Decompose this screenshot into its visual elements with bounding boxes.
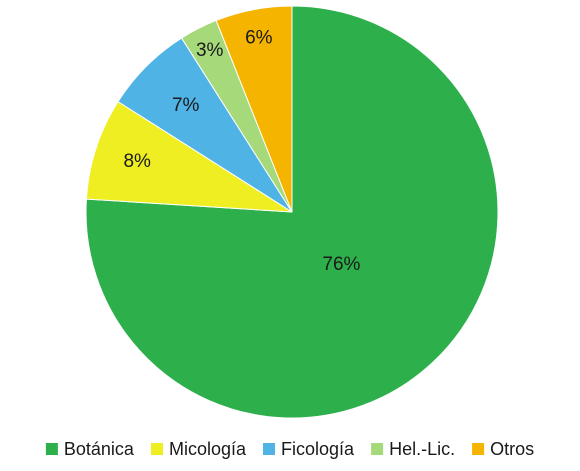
pie-slices xyxy=(85,5,499,419)
legend-swatch-2 xyxy=(151,443,163,455)
legend-label-5: Otros xyxy=(490,439,534,459)
pie-slice-1 xyxy=(85,5,499,419)
legend-swatch-4 xyxy=(371,443,384,455)
pie-slice-5 xyxy=(215,5,293,213)
legend-swatch-1 xyxy=(45,443,58,455)
slice-label-1: 76% xyxy=(322,254,360,275)
legend-label-1: Botánica xyxy=(64,439,135,459)
slice-label-4: 3% xyxy=(196,40,224,61)
pie-slice-labels: 76% 8% 7% 3% 6% xyxy=(123,28,360,276)
legend-swatch-5 xyxy=(472,443,485,455)
legend-swatch-3 xyxy=(263,443,275,455)
legend: Botánica Micología Ficología Hel.-Lic. Otros xyxy=(45,439,534,459)
slice-label-3: 7% xyxy=(172,95,200,116)
legend-label-4: Hel.-Lic. xyxy=(389,439,455,459)
legend-label-3: Ficología xyxy=(281,439,355,459)
slice-label-5: 6% xyxy=(245,28,273,49)
legend-label-2: Micología xyxy=(169,439,247,459)
slice-label-2: 8% xyxy=(123,151,151,172)
pie-slice-2 xyxy=(85,100,293,213)
